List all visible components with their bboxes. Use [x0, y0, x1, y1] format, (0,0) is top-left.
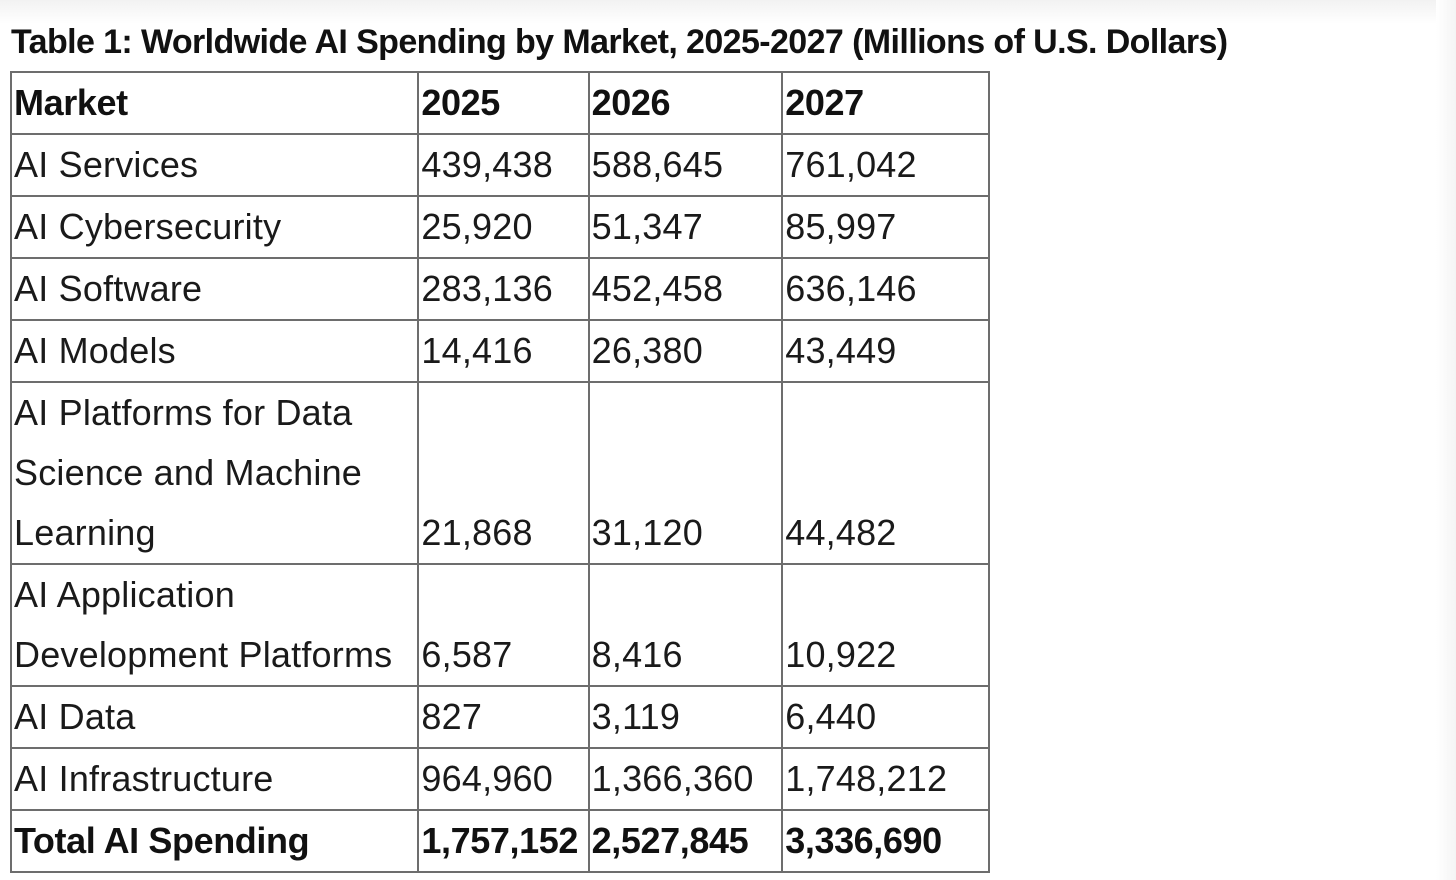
market-cell: AI Software	[9, 257, 420, 321]
ai-spending-table: Market 2025 2026 2027 AI Services 439,43…	[9, 71, 990, 873]
market-cell: AI Application Development Platforms	[9, 563, 420, 687]
value-cell-2025: 21,868	[417, 381, 590, 565]
value-cell-2027: 1,748,212	[781, 747, 990, 811]
value-cell-2027: 44,482	[781, 381, 990, 565]
value-cell-2027: 6,440	[781, 685, 990, 749]
market-cell: AI Infrastructure	[9, 747, 420, 811]
header-cell-2026: 2026	[587, 71, 784, 135]
value-cell-2026: 588,645	[587, 133, 784, 197]
value-cell-2025: 14,416	[417, 319, 590, 383]
header-cell-market: Market	[9, 71, 420, 135]
market-cell: AI Data	[9, 685, 420, 749]
table-row-ai-platforms-data-science: AI Platforms for Data Science and Machin…	[9, 381, 990, 565]
value-cell-2026: 8,416	[587, 563, 784, 687]
header-cell-2025: 2025	[417, 71, 590, 135]
total-label-cell: Total AI Spending	[9, 809, 420, 873]
table-row-ai-cybersecurity: AI Cybersecurity 25,920 51,347 85,997	[9, 195, 990, 259]
table-title: Table 1: Worldwide AI Spending by Market…	[11, 23, 1228, 61]
value-cell-2027: 761,042	[781, 133, 990, 197]
top-shade	[0, 0, 1456, 24]
value-cell-2026: 3,119	[587, 685, 784, 749]
value-cell-2025: 439,438	[417, 133, 590, 197]
table-header-row: Market 2025 2026 2027	[9, 71, 990, 135]
value-cell-2027: 10,922	[781, 563, 990, 687]
value-cell-2027: 636,146	[781, 257, 990, 321]
table-row-ai-data: AI Data 827 3,119 6,440	[9, 685, 990, 749]
market-cell: AI Cybersecurity	[9, 195, 420, 259]
value-cell-2025: 25,920	[417, 195, 590, 259]
table-row-ai-application-development: AI Application Development Platforms 6,5…	[9, 563, 990, 687]
value-cell-2026: 31,120	[587, 381, 784, 565]
table-row-total: Total AI Spending 1,757,152 2,527,845 3,…	[9, 809, 990, 873]
table-row-ai-services: AI Services 439,438 588,645 761,042	[9, 133, 990, 197]
market-cell: AI Platforms for Data Science and Machin…	[9, 381, 420, 565]
total-cell-2025: 1,757,152	[417, 809, 590, 873]
table-row-ai-software: AI Software 283,136 452,458 636,146	[9, 257, 990, 321]
total-cell-2026: 2,527,845	[587, 809, 784, 873]
value-cell-2025: 6,587	[417, 563, 590, 687]
table-row-ai-models: AI Models 14,416 26,380 43,449	[9, 319, 990, 383]
value-cell-2026: 51,347	[587, 195, 784, 259]
market-cell: AI Services	[9, 133, 420, 197]
value-cell-2027: 85,997	[781, 195, 990, 259]
header-cell-2027: 2027	[781, 71, 990, 135]
value-cell-2025: 827	[417, 685, 590, 749]
market-cell: AI Models	[9, 319, 420, 383]
value-cell-2026: 26,380	[587, 319, 784, 383]
value-cell-2026: 1,366,360	[587, 747, 784, 811]
value-cell-2027: 43,449	[781, 319, 990, 383]
value-cell-2025: 283,136	[417, 257, 590, 321]
right-shade	[1436, 0, 1456, 880]
value-cell-2026: 452,458	[587, 257, 784, 321]
total-cell-2027: 3,336,690	[781, 809, 990, 873]
value-cell-2025: 964,960	[417, 747, 590, 811]
table-row-ai-infrastructure: AI Infrastructure 964,960 1,366,360 1,74…	[9, 747, 990, 811]
